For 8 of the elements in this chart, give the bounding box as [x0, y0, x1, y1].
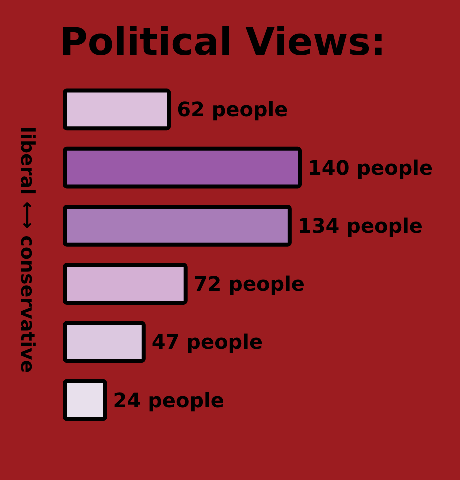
data-label: 62 people: [177, 98, 288, 122]
data-label: 47 people: [152, 330, 264, 354]
y-axis-title: liberal ⟷ conservative: [16, 126, 38, 374]
chart-title: Political Views:: [60, 20, 386, 64]
data-label: 134 people: [298, 214, 424, 238]
data-label: 24 people: [113, 388, 224, 412]
data-label: 140 people: [308, 156, 434, 180]
data-label: 72 people: [194, 272, 306, 296]
